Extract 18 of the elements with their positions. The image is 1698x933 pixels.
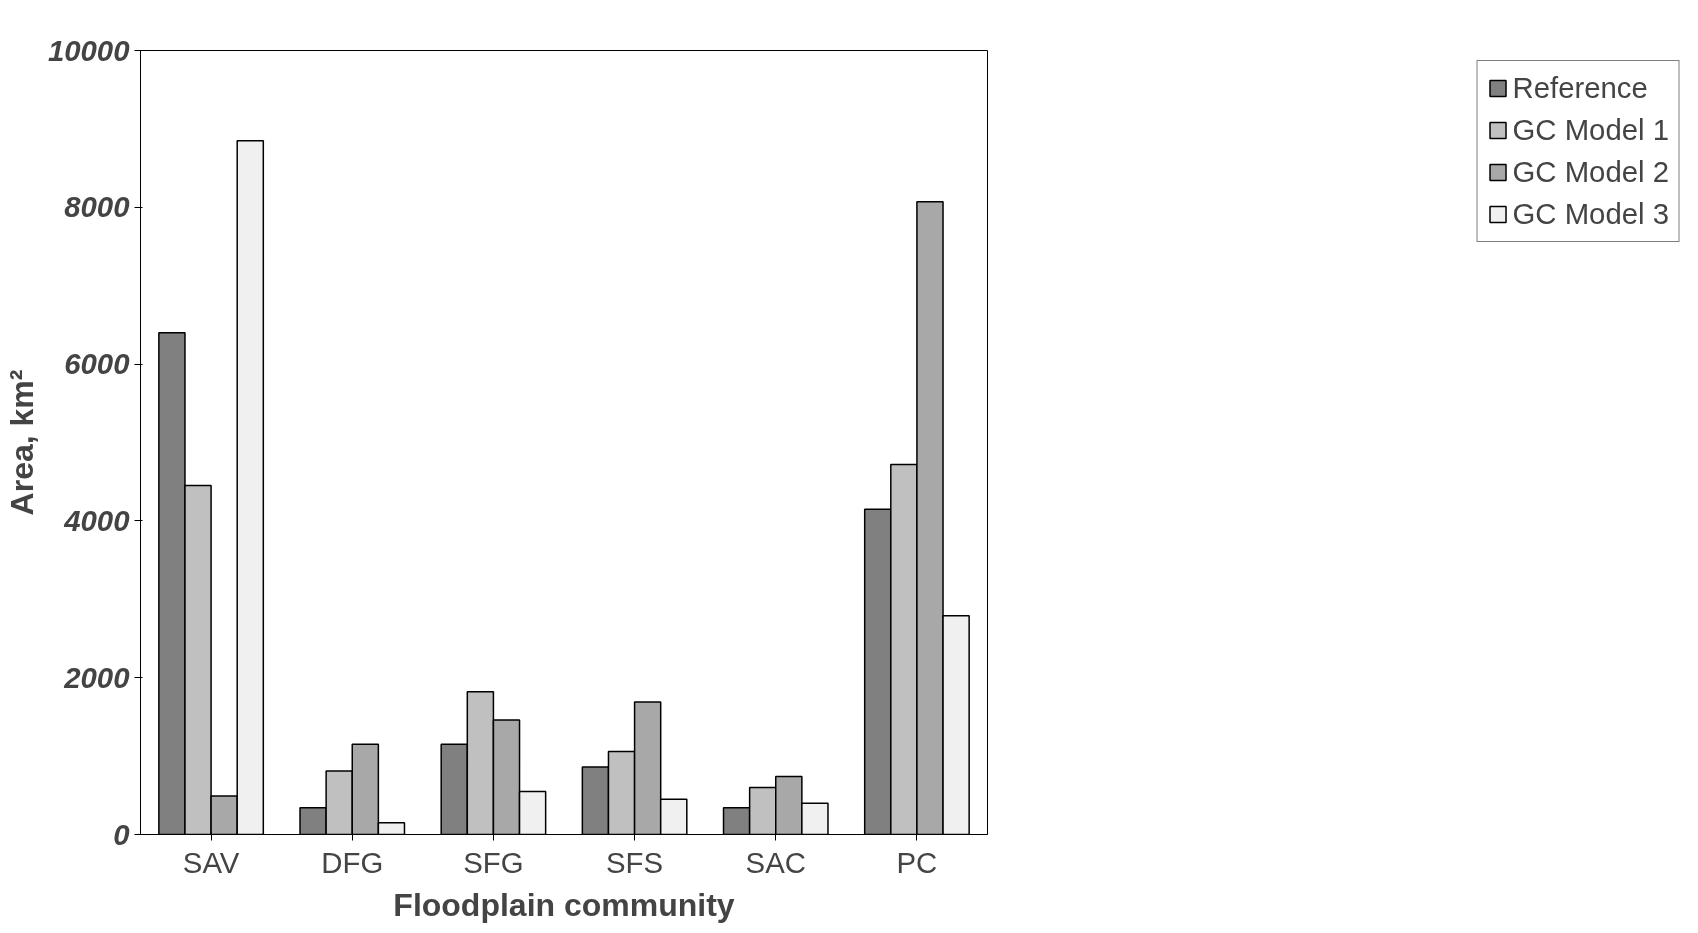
y-tick-label: 10000 bbox=[47, 33, 131, 67]
y-axis-title: Area, km² bbox=[3, 369, 40, 516]
x-tick-label: SFG bbox=[463, 845, 524, 879]
y-tick-label: 2000 bbox=[63, 660, 131, 694]
legend-label: Reference bbox=[1512, 71, 1648, 105]
legend-label: GC Model 2 bbox=[1512, 155, 1669, 189]
y-tick-label: 4000 bbox=[63, 503, 131, 537]
x-tick-label: DFG bbox=[321, 845, 384, 879]
x-axis-title: Floodplain community bbox=[393, 886, 735, 923]
y-tick-label: 6000 bbox=[64, 347, 131, 381]
x-tick-label: SAC bbox=[745, 845, 806, 879]
legend-label: GC Model 1 bbox=[1512, 113, 1669, 147]
y-tick-label: 0 bbox=[113, 817, 131, 851]
x-tick-label: PC bbox=[896, 845, 938, 879]
legend-label: GC Model 3 bbox=[1512, 197, 1669, 231]
y-tick-label: 8000 bbox=[64, 190, 131, 224]
x-tick-label: SAV bbox=[182, 845, 240, 879]
x-tick-label: SFS bbox=[606, 845, 664, 879]
